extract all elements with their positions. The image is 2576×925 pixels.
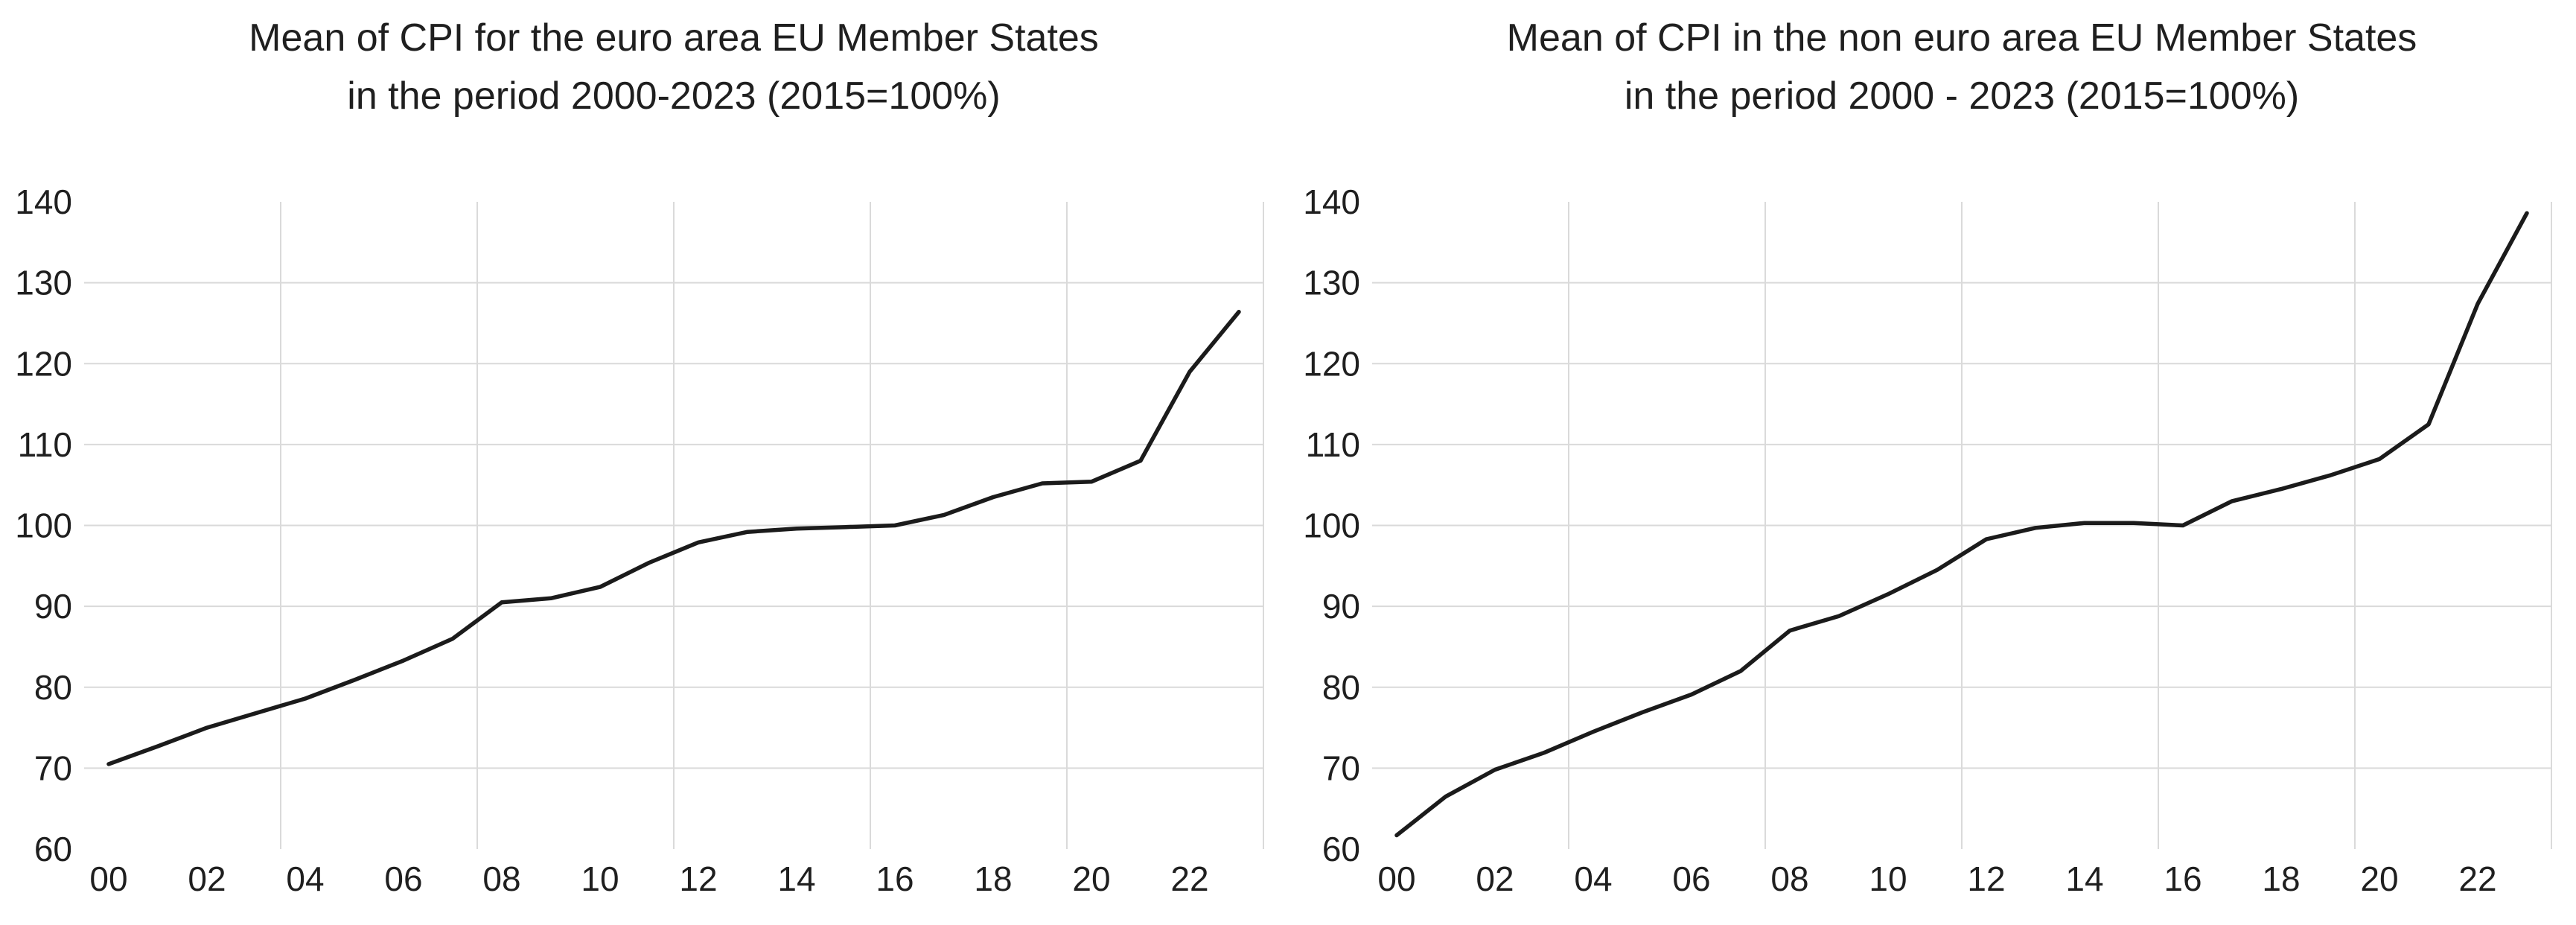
vertical-gridlines xyxy=(280,202,1264,849)
x-tick-label: 00 xyxy=(89,859,127,898)
y-tick-label: 140 xyxy=(1303,182,1360,221)
chart-title-line2: in the period 2000-2023 (2015=100%) xyxy=(347,74,1001,118)
y-tick-label: 110 xyxy=(18,425,72,464)
x-axis-labels: 00 02 04 06 08 10 12 14 16 18 20 22 xyxy=(89,859,1208,898)
y-tick-label: 70 xyxy=(34,748,72,787)
y-tick-label: 130 xyxy=(1303,264,1360,302)
x-tick-label: 12 xyxy=(1967,859,2005,898)
y-tick-label: 80 xyxy=(34,668,72,707)
x-tick-label: 18 xyxy=(2262,859,2300,898)
x-tick-label: 14 xyxy=(777,859,815,898)
y-tick-label: 70 xyxy=(1322,748,1360,787)
x-tick-label: 06 xyxy=(1672,859,1710,898)
y-tick-label: 120 xyxy=(15,344,72,383)
x-tick-label: 00 xyxy=(1377,859,1415,898)
cpi-mean-line xyxy=(106,309,1241,766)
y-tick-label: 90 xyxy=(34,587,72,626)
x-tick-label: 18 xyxy=(974,859,1012,898)
x-tick-label: 10 xyxy=(581,859,619,898)
plot-euro-area: 60 70 80 90 100 110 120 130 140 00 02 04 06 08 10 12 14 1… xyxy=(15,182,1264,898)
x-tick-label: 16 xyxy=(2164,859,2202,898)
x-tick-label: 20 xyxy=(2360,859,2398,898)
y-tick-label: 80 xyxy=(1322,668,1360,707)
y-tick-label: 130 xyxy=(15,264,72,302)
y-tick-label: 110 xyxy=(1306,425,1360,464)
chart-title-euro-area: Mean of CPI for the euro area EU Member … xyxy=(84,9,1263,125)
chart-title-non-euro-area: Mean of CPI in the non euro area EU Memb… xyxy=(1372,9,2551,125)
x-tick-label: 04 xyxy=(286,859,324,898)
y-tick-label: 100 xyxy=(15,506,72,545)
x-tick-label: 06 xyxy=(384,859,422,898)
x-axis-labels: 00 02 04 06 08 10 12 14 16 18 20 22 xyxy=(1377,859,2496,898)
y-tick-label: 120 xyxy=(1303,344,1360,383)
y-tick-label: 140 xyxy=(15,182,72,221)
chart-title-line1: Mean of CPI in the non euro area EU Memb… xyxy=(1506,16,2417,60)
y-axis-labels: 60 70 80 90 100 110 120 130 140 xyxy=(1303,182,1360,868)
x-tick-label: 08 xyxy=(482,859,520,898)
x-tick-label: 22 xyxy=(1170,859,1208,898)
x-tick-label: 14 xyxy=(2065,859,2103,898)
y-tick-label: 60 xyxy=(34,830,72,868)
cpi-mean-line xyxy=(1394,211,2529,838)
x-tick-label: 20 xyxy=(1072,859,1110,898)
x-tick-label: 04 xyxy=(1574,859,1612,898)
y-tick-label: 60 xyxy=(1322,830,1360,868)
x-tick-label: 22 xyxy=(2458,859,2496,898)
y-tick-label: 90 xyxy=(1322,587,1360,626)
chart-title-line2: in the period 2000 - 2023 (2015=100%) xyxy=(1624,74,2300,118)
y-tick-label: 100 xyxy=(1303,506,1360,545)
x-tick-label: 16 xyxy=(876,859,914,898)
x-tick-label: 08 xyxy=(1770,859,1808,898)
x-tick-label: 10 xyxy=(1869,859,1907,898)
chart-title-line1: Mean of CPI for the euro area EU Member … xyxy=(249,16,1099,60)
plot-non-euro-area: 60 70 80 90 100 110 120 130 140 00 02 04 06 08 10 12 14 1… xyxy=(1303,182,2552,898)
x-tick-label: 02 xyxy=(1476,859,1514,898)
x-tick-label: 02 xyxy=(188,859,226,898)
y-axis-labels: 60 70 80 90 100 110 120 130 140 xyxy=(15,182,72,868)
x-tick-label: 12 xyxy=(679,859,717,898)
